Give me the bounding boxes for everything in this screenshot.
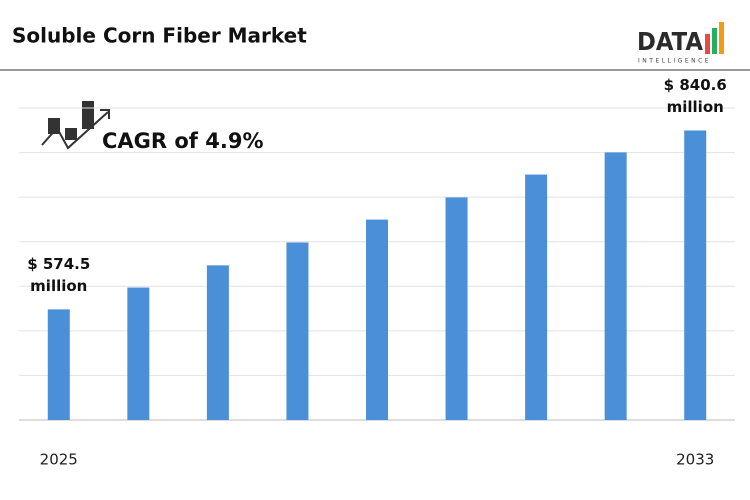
bar bbox=[206, 265, 229, 420]
logo-bar bbox=[719, 22, 724, 54]
bar bbox=[684, 130, 707, 420]
bar bbox=[47, 309, 70, 420]
cagr-annotation: CAGR of 4.9% bbox=[102, 129, 264, 153]
logo-subtext: INTELLIGENCE bbox=[638, 58, 711, 65]
bar bbox=[445, 197, 468, 420]
logo-text: DATA bbox=[637, 27, 704, 56]
bar bbox=[366, 219, 388, 420]
bar bbox=[286, 242, 309, 420]
value-label: $ 840.6 million bbox=[663, 76, 727, 117]
logo: DATA INTELLIGENCE bbox=[637, 22, 724, 65]
value-label: $ 574.5 million bbox=[27, 255, 91, 296]
bar bbox=[525, 174, 548, 420]
chart-title: Soluble Corn Fiber Market bbox=[12, 24, 307, 48]
x-tick-label: 2033 bbox=[676, 451, 714, 469]
bar bbox=[127, 287, 150, 420]
logo-bar bbox=[705, 34, 710, 54]
bar bbox=[604, 152, 627, 420]
logo-bar bbox=[712, 28, 717, 54]
x-tick-label: 2025 bbox=[40, 451, 78, 469]
